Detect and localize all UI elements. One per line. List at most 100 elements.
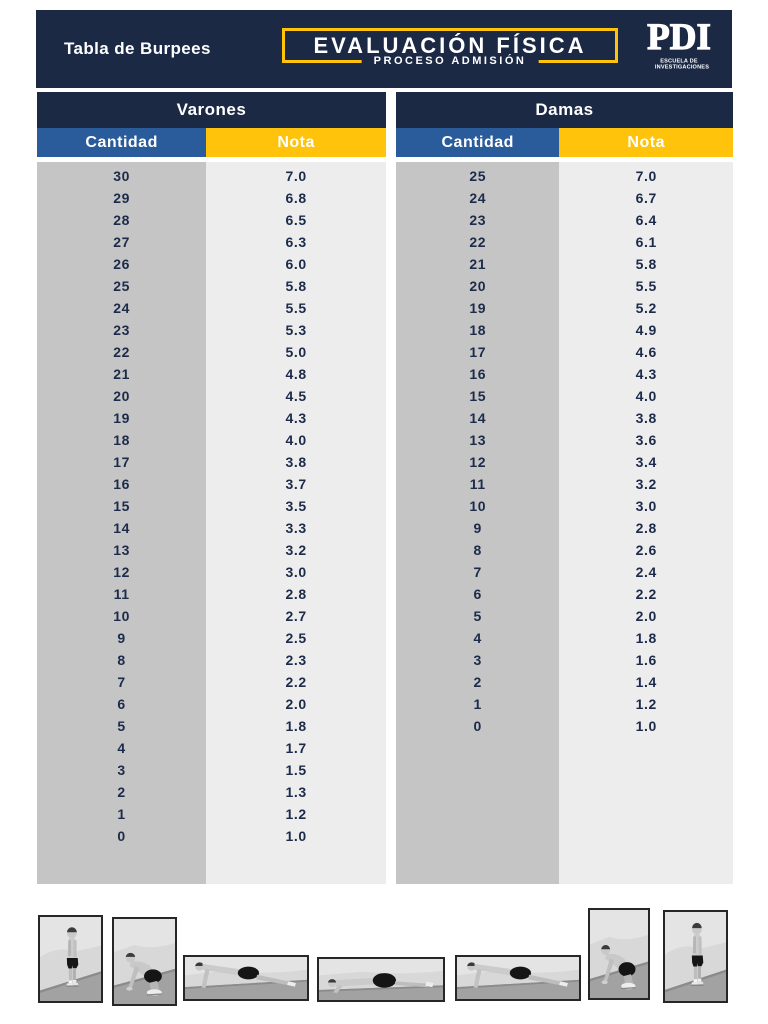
table-row: 16 4.3 (396, 363, 733, 385)
cantidad-value: 21 (113, 366, 131, 382)
cantidad-value: 13 (113, 542, 131, 558)
cantidad-value: 5 (117, 718, 126, 734)
cantidad-value: 0 (473, 718, 482, 734)
cantidad-value: 20 (469, 278, 487, 294)
cantidad-value: 16 (113, 476, 131, 492)
cantidad-value: 13 (469, 432, 487, 448)
nota-value: 2.8 (635, 520, 657, 536)
nota-value: 6.8 (285, 190, 307, 206)
cantidad-value: 30 (113, 168, 131, 184)
cantidad-value: 15 (469, 388, 487, 404)
pdi-caption-line1: ESCUELA DE (660, 58, 698, 65)
table-row: 1 1.2 (396, 693, 733, 715)
damas-table-body: 25 7.0 24 6.7 23 6.4 22 6.1 21 5.8 20 5.5 19 5.2 18 4.9… (396, 162, 733, 884)
nota-value: 4.0 (635, 388, 657, 404)
table-row: 8 2.6 (396, 539, 733, 561)
cantidad-value: 6 (473, 586, 482, 602)
nota-value: 4.9 (635, 322, 657, 338)
damas-table: Damas Cantidad Nota 25 7.0 24 6.7 23 6.4 22 6.1… (396, 92, 733, 884)
cantidad-value: 21 (469, 256, 487, 272)
cantidad-value: 6 (117, 696, 126, 712)
burpee-squat-photo (588, 908, 650, 1000)
nota-value: 1.8 (635, 630, 657, 646)
cantidad-value: 4 (117, 740, 126, 756)
cantidad-value: 12 (469, 454, 487, 470)
cantidad-value: 18 (469, 322, 487, 338)
table-row: 24 6.7 (396, 187, 733, 209)
cantidad-value: 1 (117, 806, 126, 822)
page-title: Tabla de Burpees (64, 39, 211, 58)
varones-table: Varones Cantidad Nota 30 7.0 29 6.8 28 6.5 27 6… (37, 92, 386, 884)
damas-column-headers: Cantidad Nota (396, 128, 733, 157)
table-row: 10 3.0 (396, 495, 733, 517)
nota-value: 1.4 (635, 674, 657, 690)
damas-nota-header: Nota (559, 128, 733, 157)
nota-value: 4.8 (285, 366, 307, 382)
table-row: 18 4.9 (396, 319, 733, 341)
cantidad-value: 9 (117, 630, 126, 646)
varones-table-body: 30 7.0 29 6.8 28 6.5 27 6.3 26 6.0 25 5.8 24 5.5 23 5.3… (37, 162, 386, 884)
nota-value: 5.3 (285, 322, 307, 338)
cantidad-value: 8 (473, 542, 482, 558)
varones-nota-header: Nota (206, 128, 386, 157)
table-row: 2 1.3 (37, 781, 386, 803)
header-bar: Tabla de Burpees EVALUACIÓN FÍSICA PROCE… (36, 10, 732, 88)
nota-value: 6.7 (635, 190, 657, 206)
cantidad-value: 5 (473, 608, 482, 624)
table-row: 5 2.0 (396, 605, 733, 627)
table-row: 4 1.7 (37, 737, 386, 759)
cantidad-value: 2 (473, 674, 482, 690)
nota-value: 5.2 (635, 300, 657, 316)
nota-value: 1.3 (285, 784, 307, 800)
cantidad-value: 14 (469, 410, 487, 426)
nota-value: 3.8 (635, 410, 657, 426)
table-row: 5 1.8 (37, 715, 386, 737)
cantidad-value: 4 (473, 630, 482, 646)
table-row: 21 5.8 (396, 253, 733, 275)
table-row: 3 1.5 (37, 759, 386, 781)
cantidad-value: 11 (113, 586, 130, 602)
table-row: 11 3.2 (396, 473, 733, 495)
nota-value: 1.0 (635, 718, 657, 734)
nota-value: 3.8 (285, 454, 307, 470)
cantidad-value: 3 (117, 762, 126, 778)
table-row: 23 5.3 (37, 319, 386, 341)
cantidad-value: 19 (113, 410, 131, 426)
table-row: 28 6.5 (37, 209, 386, 231)
table-row: 11 2.8 (37, 583, 386, 605)
cantidad-value: 28 (113, 212, 131, 228)
table-row: 29 6.8 (37, 187, 386, 209)
cantidad-value: 25 (469, 168, 487, 184)
cantidad-value: 23 (113, 322, 131, 338)
table-row: 0 1.0 (396, 715, 733, 737)
nota-value: 6.1 (635, 234, 657, 250)
cantidad-value: 11 (469, 476, 486, 492)
table-row: 22 5.0 (37, 341, 386, 363)
table-row: 18 4.0 (37, 429, 386, 451)
table-row: 15 4.0 (396, 385, 733, 407)
table-row: 9 2.5 (37, 627, 386, 649)
cantidad-value: 14 (113, 520, 131, 536)
table-row: 12 3.4 (396, 451, 733, 473)
nota-value: 4.3 (635, 366, 657, 382)
nota-value: 2.8 (285, 586, 307, 602)
cantidad-value: 7 (473, 564, 482, 580)
nota-value: 3.3 (285, 520, 307, 536)
nota-value: 3.5 (285, 498, 307, 514)
nota-value: 1.2 (285, 806, 307, 822)
nota-value: 2.0 (285, 696, 307, 712)
cantidad-value: 25 (113, 278, 131, 294)
banner-subtitle: PROCESO ADMISIÓN (361, 54, 539, 69)
nota-value: 6.4 (635, 212, 657, 228)
cantidad-value: 20 (113, 388, 131, 404)
nota-value: 5.0 (285, 344, 307, 360)
pdi-caption-line2: INVESTIGACIONES (654, 64, 710, 71)
cantidad-value: 16 (469, 366, 487, 382)
table-row: 0 1.0 (37, 825, 386, 847)
table-row: 13 3.6 (396, 429, 733, 451)
nota-value: 2.7 (285, 608, 307, 624)
burpee-pushup-photo (317, 957, 445, 1002)
pdi-logo: PDI ESCUELA DE INVESTIGACIONES (636, 17, 722, 80)
nota-value: 3.2 (635, 476, 657, 492)
cantidad-value: 2 (117, 784, 126, 800)
